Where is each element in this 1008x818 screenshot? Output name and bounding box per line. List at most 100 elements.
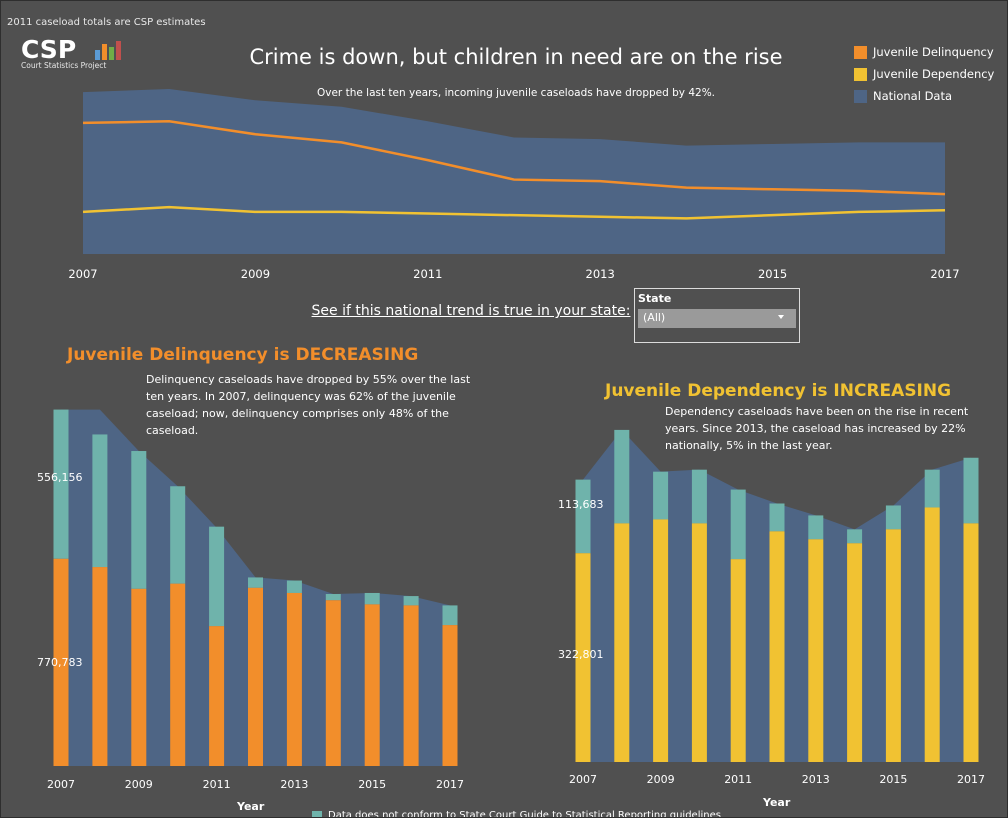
nonconforming-swatch <box>312 810 322 817</box>
logo-text: CSP <box>21 35 77 64</box>
dependency-bar <box>730 559 746 762</box>
dependency-nonconforming-bar <box>885 505 901 530</box>
logo-subtitle: Court Statistics Project <box>21 61 107 70</box>
dependency-nonconforming-bar <box>963 457 979 524</box>
dependency-bar <box>653 519 669 762</box>
dependency-bar <box>885 529 901 762</box>
delinquency-bar-chart[interactable]: 2007 2009 2011 2013 2015 2017 556,156 770,783 <box>1 331 501 818</box>
x-tick-label: 2009 <box>647 773 675 786</box>
delinquency-nonconforming-bar <box>248 577 263 588</box>
delinquency-bar <box>442 625 458 766</box>
delinquency-nonconforming-bar <box>403 596 419 606</box>
dependency-bar <box>924 507 940 762</box>
x-tick-label: 2011 <box>203 778 231 791</box>
x-tick-label: 2013 <box>586 267 615 281</box>
dependency-nonconforming-bar <box>730 489 746 560</box>
x-tick-label: 2017 <box>957 773 985 786</box>
dependency-nonconforming-bar <box>769 503 785 532</box>
dependency-bar <box>575 553 591 762</box>
y-value-label: 770,783 <box>37 656 83 669</box>
state-dropdown[interactable]: (All) <box>638 309 796 328</box>
nonconforming-label: Data does not conform to State Court Gui… <box>328 810 721 818</box>
delinquency-bar <box>92 567 108 766</box>
x-tick-label: 2007 <box>47 778 75 791</box>
dependency-line <box>82 205 946 220</box>
y-value-label: 322,801 <box>558 648 604 661</box>
delinquency-bar <box>364 604 380 766</box>
state-filter-label: State <box>638 292 672 305</box>
dependency-heading: Juvenile Dependency is INCREASING <box>605 381 952 401</box>
x-tick-label: 2017 <box>436 778 464 791</box>
legend-swatch <box>854 45 867 59</box>
csp-logo: CSP Court Statistics Project <box>21 37 131 71</box>
legend: Juvenile Delinquency Juvenile Dependency… <box>854 45 994 111</box>
state-dropdown-value: (All) <box>643 311 666 324</box>
state-filter: State (All) <box>634 288 800 343</box>
legend-label: Juvenile Dependency <box>873 67 995 81</box>
x-tick-label: 2007 <box>68 267 97 281</box>
x-tick-label: 2015 <box>358 778 386 791</box>
x-tick-label: 2011 <box>724 773 752 786</box>
dashboard-title: Crime is down, but children in need are … <box>249 45 783 69</box>
dependency-bar <box>847 543 863 762</box>
dependency-bar <box>808 539 824 762</box>
delinquency-nonconforming-bar <box>325 594 341 601</box>
dependency-bar <box>614 523 630 762</box>
legend-item-dependency[interactable]: Juvenile Dependency <box>854 67 994 81</box>
x-tick-label: 2009 <box>241 267 270 281</box>
x-tick-label: 2011 <box>413 267 442 281</box>
delinquency-nonconforming-bar <box>286 580 302 593</box>
x-tick-label: 2015 <box>758 267 787 281</box>
delinquency-bar <box>248 587 263 766</box>
x-tick-label: 2013 <box>280 778 308 791</box>
legend-item-delinquency[interactable]: Juvenile Delinquency <box>854 45 994 59</box>
x-tick-label: 2009 <box>125 778 153 791</box>
delinquency-bar <box>286 592 302 766</box>
dashboard-subtitle: Over the last ten years, incoming juveni… <box>316 87 716 99</box>
delinquency-nonconforming-bar <box>92 434 108 568</box>
delinquency-nonconforming-bar <box>170 486 186 584</box>
delinquency-nonconforming-bar <box>209 526 225 627</box>
delinquency-x-axis-title: Year <box>237 800 265 813</box>
delinquency-bar <box>170 583 186 766</box>
dependency-x-axis-title: Year <box>763 796 791 809</box>
dependency-nonconforming-bar <box>653 471 669 520</box>
x-tick-label: 2013 <box>802 773 830 786</box>
delinquency-nonconforming-bar <box>131 451 147 589</box>
nonconforming-legend: Data does not conform to State Court Gui… <box>312 810 721 818</box>
dependency-description: Dependency caseloads have been on the ri… <box>665 405 969 452</box>
delinquency-nonconforming-bar <box>442 605 458 626</box>
legend-swatch <box>854 67 867 81</box>
x-tick-label: 2015 <box>879 773 907 786</box>
legend-item-national[interactable]: National Data <box>854 89 994 103</box>
national-trend-chart[interactable]: 2007 2009 2011 2013 2015 2017 <box>1 1 1008 291</box>
dependency-bar <box>691 523 707 762</box>
delinquency-nonconforming-bar <box>53 409 69 559</box>
chevron-down-icon <box>778 315 784 319</box>
legend-label: Juvenile Delinquency <box>873 45 994 59</box>
x-tick-label: 2007 <box>569 773 597 786</box>
delinquency-nonconforming-bar <box>364 592 380 605</box>
delinquency-bar <box>53 558 69 766</box>
delinquency-heading: Juvenile Delinquency is DECREASING <box>67 345 419 365</box>
dependency-nonconforming-bar <box>691 469 707 524</box>
national-area <box>83 88 945 254</box>
dependency-bar-chart[interactable]: 2007 2009 2011 2013 2015 2017 113,683 322,801 <box>501 331 1008 818</box>
x-tick-label: 2017 <box>930 267 959 281</box>
dependency-nonconforming-bar <box>575 479 591 554</box>
y-value-label: 113,683 <box>558 498 604 511</box>
state-filter-prompt: See if this national trend is true in yo… <box>311 303 631 319</box>
delinquency-bar <box>403 605 419 766</box>
y-value-label: 556,156 <box>37 471 83 484</box>
logo-bars-icon <box>95 41 121 60</box>
delinquency-description: Delinquency caseloads have dropped by 55… <box>146 373 471 437</box>
delinquency-bar <box>131 588 147 766</box>
delinquency-bar <box>209 626 225 766</box>
dependency-bar <box>769 531 785 762</box>
legend-swatch <box>854 89 867 103</box>
delinquency-line <box>82 120 946 196</box>
dependency-nonconforming-bar <box>847 529 863 544</box>
estimate-note: 2011 caseload totals are CSP estimates <box>7 17 206 28</box>
dependency-bar <box>963 523 979 762</box>
